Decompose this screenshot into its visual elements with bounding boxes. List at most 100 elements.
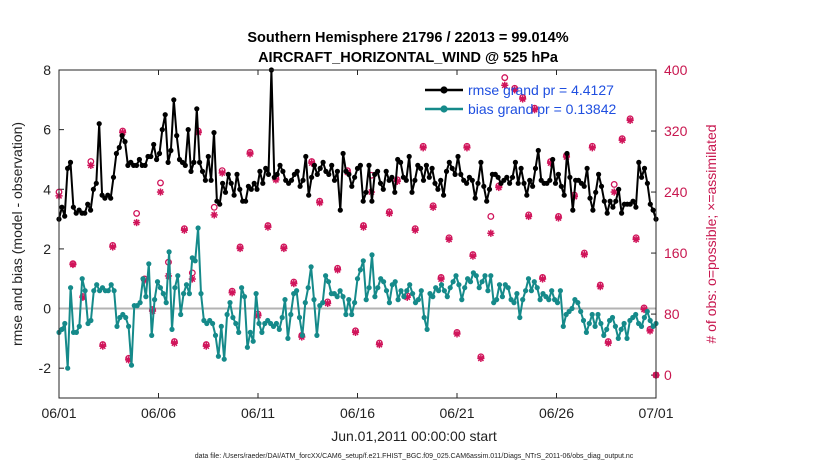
rmse-point [389,174,395,180]
obs-assimilated-stroke [211,211,218,219]
bias-point [175,273,181,279]
rmse-point [458,171,464,177]
bias-point [337,288,343,294]
bias-point [476,285,482,291]
rmse-point [639,174,645,180]
bias-point [523,288,529,294]
chart-title-line2: AIRCRAFT_HORIZONTAL_WIND @ 525 hPa [258,50,559,66]
rmse-point [234,171,240,177]
obs-assimilated-marker [469,252,477,260]
rmse-point [464,180,470,186]
rmse-point [369,198,375,204]
rmse-point [507,180,513,186]
obs-assimilated-stroke [463,144,471,151]
rmse-point [552,180,559,186]
obs-assimilated-stroke [632,236,640,243]
y-left-tick-label: -2 [39,360,52,376]
rmse-point [443,168,450,174]
bias-point [633,311,639,318]
rmse-point [159,127,165,133]
bias-point [178,311,184,318]
obs-assimilated-stroke [99,343,106,350]
rmse-point [426,174,432,180]
bias-point [111,288,117,294]
obs-assimilated-stroke [360,224,367,231]
obs-assimilated-stroke [171,339,178,347]
rmse-point [596,171,602,177]
bias-point [430,294,436,300]
bias-point [149,332,155,338]
bias-point [250,338,256,344]
bias-point [183,282,190,288]
obs-assimilated-marker [385,209,393,218]
bias-point [241,294,248,300]
rmse-point [182,162,188,168]
bias-point [595,311,601,318]
bias-point [233,320,239,327]
bias-point [76,323,82,329]
obs-assimilated-stroke [404,294,411,301]
bias-point [615,335,621,341]
obs-assimilated-stroke [581,251,588,258]
obs-assimilated-marker [170,339,179,347]
obs-possible-marker [210,203,218,211]
bias-point [447,285,453,291]
bias-point [79,276,85,282]
rmse-point [441,192,447,198]
bias-point [520,297,526,303]
bias-point [311,297,317,303]
obs-assimilated-marker [580,250,588,259]
rmse-point [495,174,501,180]
obs-assimilated-marker [419,144,427,152]
obs-assimilated-marker [477,354,485,362]
rmse-point [208,177,214,183]
obs-assimilated-marker [588,144,596,152]
obs-assimilated-stroke [352,329,359,336]
rmse-point [469,177,475,183]
bias-point [349,311,355,318]
bias-point [218,323,224,329]
rmse-point [509,174,516,180]
obs-assimilated-stroke [246,150,254,158]
bias-point [601,332,607,338]
rmse-point [650,207,656,213]
rmse-point [616,186,622,192]
bias-point [273,320,279,327]
bias-point [154,279,161,285]
rmse-point [484,198,490,204]
obs-assimilated-stroke [531,106,538,113]
rmse-point [314,171,320,177]
obs-assimilated-marker [218,169,226,177]
obs-assimilated-stroke [203,343,210,350]
rmse-point [326,171,332,177]
bias-point [456,282,462,288]
bias-point [586,320,592,327]
rmse-point [558,183,564,189]
rmse-point [306,192,312,198]
bias-point [221,356,227,362]
rmse-point [584,165,590,171]
x-tick-label: 06/16 [340,405,375,421]
rmse-point [432,180,438,186]
rmse-point [211,130,217,136]
x-tick-label: 07/01 [638,405,673,421]
bias-point [343,311,349,318]
y-right-tick-label: 240 [664,184,688,200]
bias-point [386,300,392,306]
bias-point [227,300,233,306]
obs-possible-marker [157,179,164,187]
rmse-point [593,189,599,195]
rmse-point [515,180,521,186]
obs-assimilated-marker [246,150,254,158]
obs-assimilated-stroke [219,169,226,177]
bias-point [279,314,285,321]
bias-point [496,282,503,288]
bias-point [128,362,135,368]
bias-point [325,279,332,285]
bias-point [346,297,352,303]
rmse-point [90,186,96,192]
y-right-tick-label: 0 [664,367,672,383]
obs-assimilated-marker [538,275,547,283]
bias-point [560,323,566,329]
